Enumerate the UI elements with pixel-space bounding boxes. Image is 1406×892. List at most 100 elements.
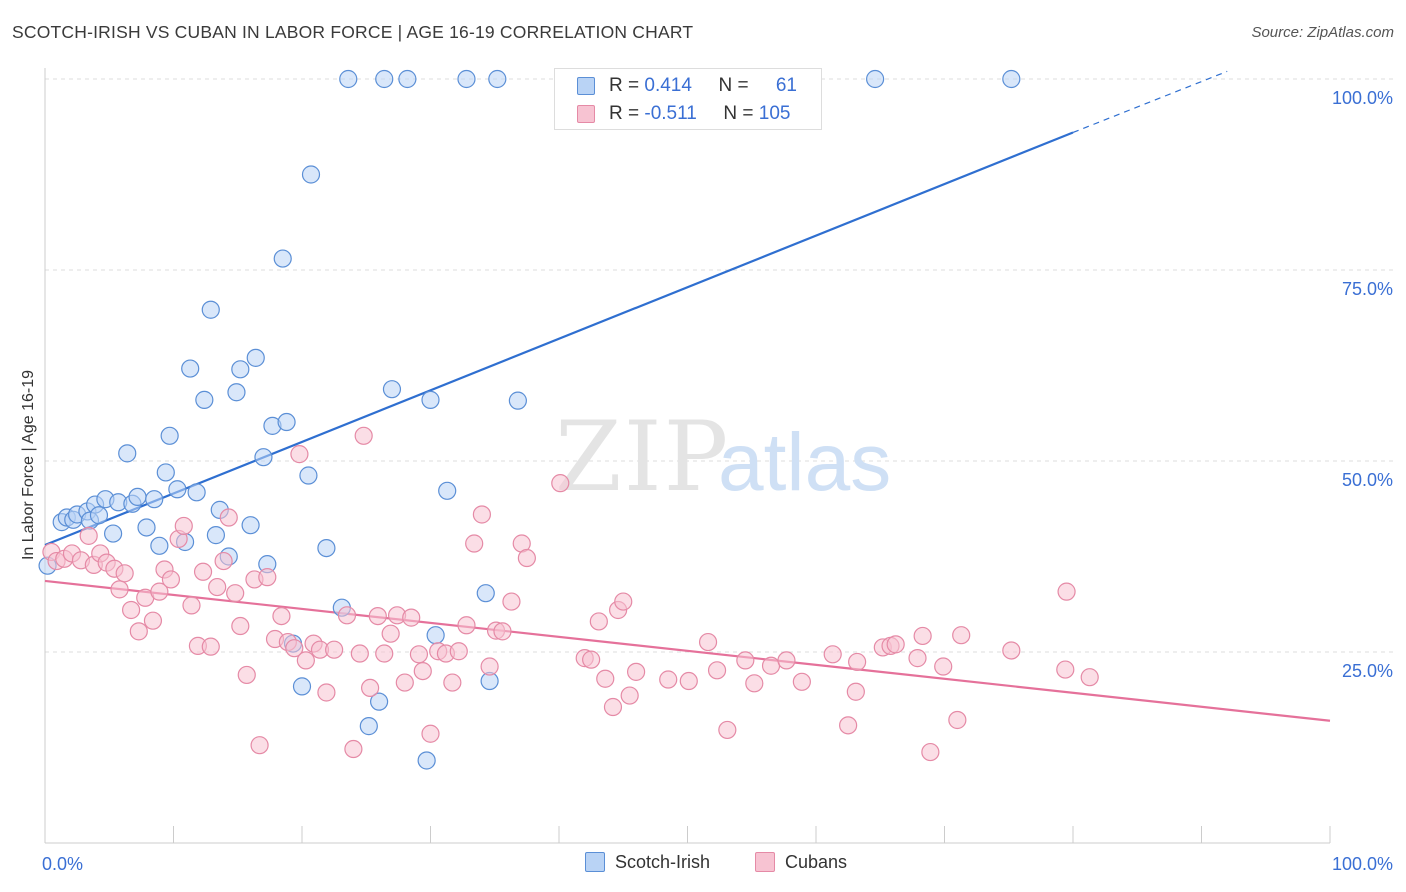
cubans-point [614,592,633,611]
bottom-legend-cubans: Cubans [755,852,847,873]
y-tick-label: 75.0% [1342,279,1393,299]
scotch-irish-point [145,490,164,509]
cubans-point [296,651,315,670]
cubans-point [150,582,169,601]
cubans-point [777,651,796,670]
cubans-point [354,426,373,445]
cubans-point [1057,582,1076,601]
legend-r-label: R = [609,103,645,124]
cubans-point [182,596,201,615]
scotch-irish-point [457,69,476,89]
cubans-point [698,632,718,652]
bottom-legend-label: Scotch-Irish [615,852,711,872]
cubans-point [443,673,462,692]
cubans-point [395,673,414,692]
scotch-irish-trend-line [44,131,1074,547]
data-points [38,69,1099,770]
scotch-irish-point [254,448,273,467]
y-tick-label: 50.0% [1342,470,1393,490]
scotch-irish-point [206,526,226,545]
cubans-point [472,505,491,524]
cubans-point [707,661,727,680]
cubans-point [121,600,141,620]
scotch-irish-point [118,444,137,463]
cubans-point [908,649,927,668]
scotch-irish-point [89,506,109,525]
scotch-irish-point [488,69,507,89]
cubans-point [208,577,227,597]
cubans-point [502,592,521,611]
cubans-point [465,534,484,553]
cubans-point [449,642,468,661]
scotch-irish-point [382,380,402,399]
cubans-point [226,584,245,603]
scotch-irish-point [227,383,246,402]
scotch-irish-point [137,518,156,537]
cubans-point [886,635,905,654]
legend-r-value: -0.511 [644,103,697,124]
cubans-point [626,662,646,681]
cubans-point [231,616,250,636]
cubans-point [272,606,291,626]
legend-n-label: N = [718,75,754,96]
cubans-point [258,568,277,587]
legend-swatch-blue [577,77,595,95]
cubans-point [1056,660,1075,679]
cubans-point [161,570,181,589]
scotch-irish-point [398,69,417,89]
cubans-point [375,644,394,663]
cubans-point [457,616,476,635]
cubans-point [115,564,134,583]
cubans-point [409,645,429,664]
cubans-point [79,526,98,545]
cubans-point [368,606,387,626]
cubans-point [846,682,865,701]
cubans-point [174,516,193,536]
scotch-irish-point [273,249,292,268]
scotch-irish-point [241,516,260,535]
cubans-point [201,637,220,656]
scotch-irish-point [299,466,318,485]
legend-r-label: R = [609,75,645,96]
cubans-point [421,724,440,743]
cubans-point [659,670,678,689]
scotch-irish-point [168,480,187,499]
cubans-point [413,661,432,681]
cubans-point [1002,641,1021,660]
tick-labels: 25.0% 50.0% 75.0% 100.0% 0.0% 100.0% [42,88,1393,874]
source-label: Source: ZipAtlas.com [1251,24,1394,41]
scotch-irish-point [104,524,123,543]
cubans-point [325,640,344,659]
y-tick-label: 100.0% [1332,88,1393,108]
scotch-irish-point [866,69,885,89]
chart-title: SCOTCH-IRISH VS CUBAN IN LABOR FORCE | A… [12,22,694,42]
cubans-point [913,626,932,646]
legend-n-label: N = [723,103,759,124]
cubans-point [350,644,369,663]
cubans-point [337,606,357,625]
cubans-point [517,548,536,568]
legend-n-value: 105 [758,103,791,124]
correlation-legend: R = 0.414 N = 61 R = -0.511 N = 105 [554,68,822,130]
scotch-irish-point [438,481,457,500]
bottom-legend-label: Cubans [785,852,848,872]
cubans-point [219,508,238,527]
cubans-point [480,657,499,676]
cubans-point [193,562,213,581]
scotch-irish-trend-extension [1072,70,1228,134]
scotch-irish-point [301,165,321,184]
cubans-point [402,608,421,627]
watermark-atlas: atlas [718,417,891,508]
cubans-trend-line [44,579,1331,722]
cubans-point [736,651,755,670]
x-tick-label: 0.0% [42,854,83,874]
bottom-legend-swatch-blue [585,852,605,872]
cubans-point [948,710,967,730]
legend-swatch-pink [577,105,595,123]
trend-lines [44,70,1331,722]
cubans-point [214,551,233,571]
cubans-point [129,622,148,641]
scotch-irish-point [359,717,378,736]
cubans-point [620,686,639,705]
